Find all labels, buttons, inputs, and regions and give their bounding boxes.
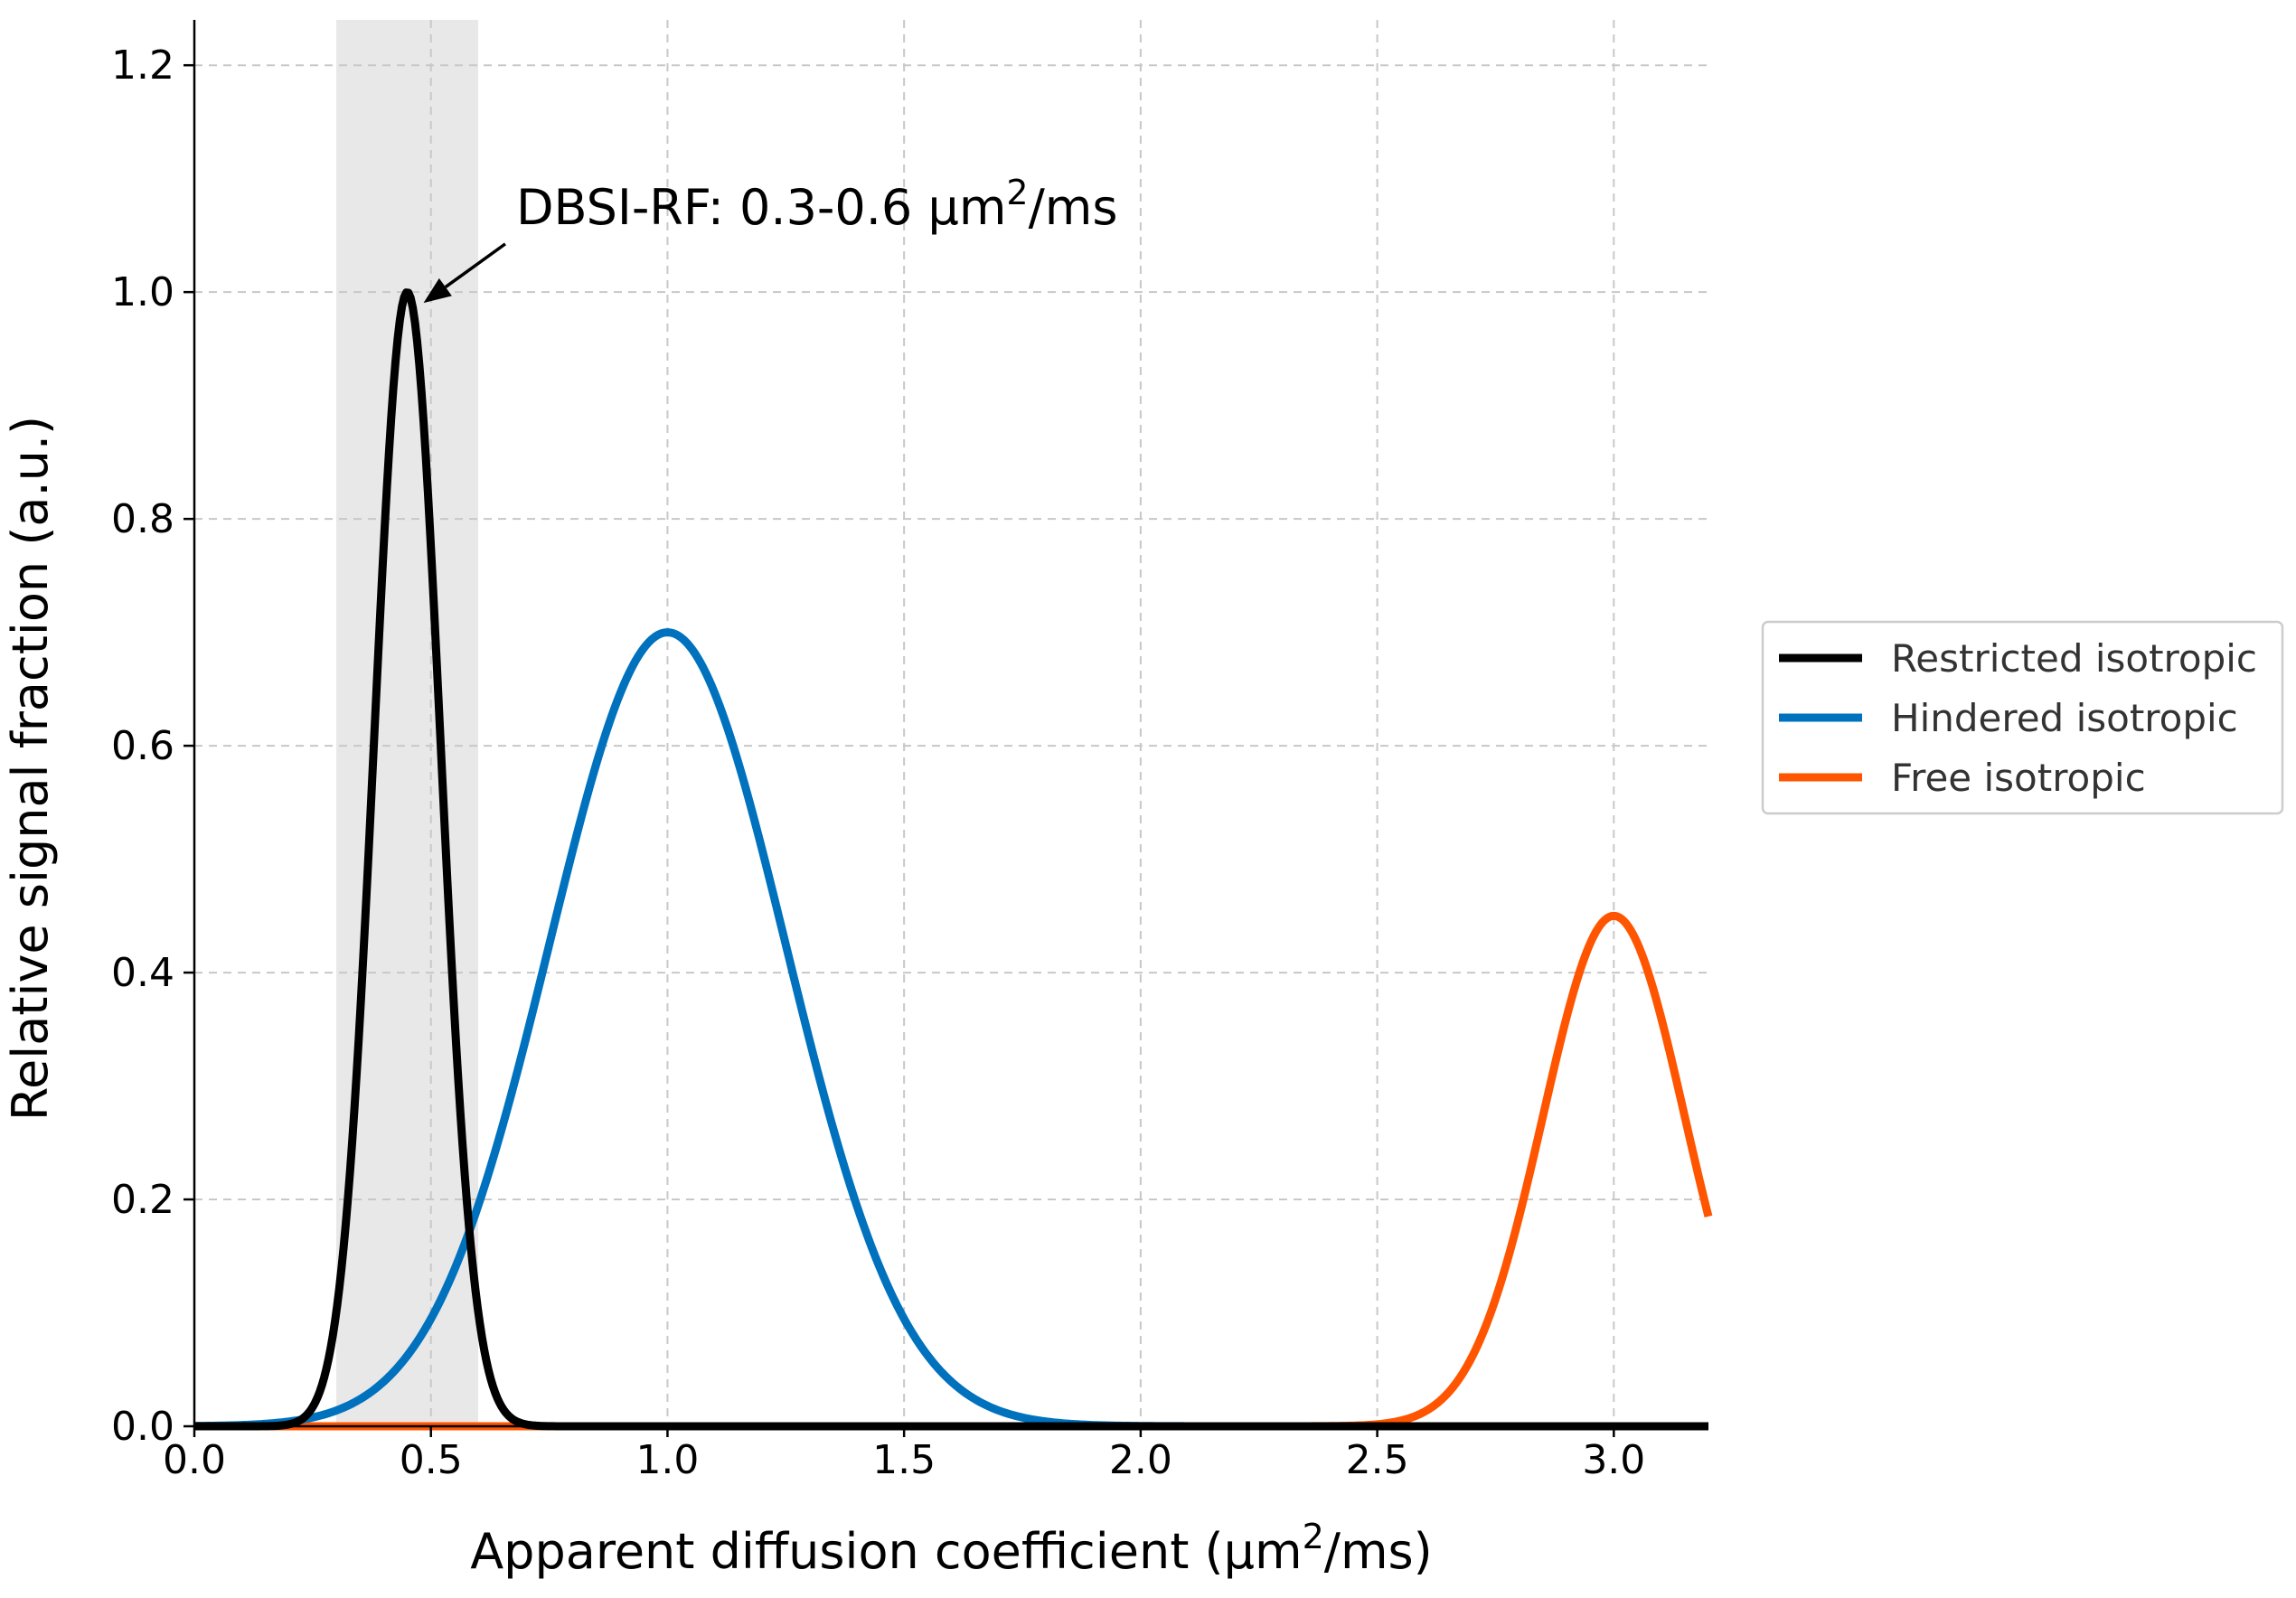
legend: Restricted isotropic Hindered isotropic Fr… bbox=[1761, 620, 2284, 815]
x-tick-label: 1.0 bbox=[635, 1437, 699, 1483]
x-axis-label-sup: 2 bbox=[1303, 1517, 1324, 1556]
legend-label-free-isotropic: Free isotropic bbox=[1891, 756, 2146, 800]
annotation-arrow-head bbox=[423, 277, 452, 304]
y-tick-label: 0.8 bbox=[111, 496, 174, 542]
legend-box bbox=[1761, 620, 2284, 815]
x-axis-label: Apparent diffusion coefficient (µm2/ms) bbox=[470, 1517, 1433, 1580]
x-axis-label-prefix: Apparent diffusion coefficient (µm bbox=[470, 1523, 1302, 1580]
legend-items: Restricted isotropic Hindered isotropic Fr… bbox=[1779, 636, 2257, 800]
x-tick-label: 2.5 bbox=[1346, 1437, 1409, 1483]
x-tick-label: 3.0 bbox=[1582, 1437, 1645, 1483]
annotation-text: DBSI-RF: 0.3-0.6 µm2/ms bbox=[516, 173, 1118, 236]
x-axis-label-suffix: /ms) bbox=[1324, 1523, 1433, 1580]
annotation-text-prefix: DBSI-RF: 0.3-0.6 µm bbox=[516, 179, 1006, 236]
y-tick-label: 0.2 bbox=[111, 1177, 174, 1223]
y-axis-label: Relative signal fraction (a.u.) bbox=[2, 416, 59, 1121]
legend-label-hindered-isotropic: Hindered isotropic bbox=[1891, 696, 2238, 740]
x-tick-label: 1.5 bbox=[872, 1437, 936, 1483]
y-tick-label: 1.0 bbox=[111, 269, 174, 315]
x-tick-label: 2.0 bbox=[1109, 1437, 1172, 1483]
y-tick-label: 1.2 bbox=[111, 42, 174, 89]
grid bbox=[194, 20, 1708, 1426]
annotation-text-suffix: /ms bbox=[1029, 179, 1118, 236]
legend-label-restricted-isotropic: Restricted isotropic bbox=[1891, 636, 2257, 681]
y-tick-label: 0.6 bbox=[111, 723, 174, 769]
x-ticks: 0.0 0.5 1.0 1.5 2.0 2.5 3.0 bbox=[163, 1426, 1645, 1483]
y-ticks: 0.0 0.2 0.4 0.6 0.8 1.0 1.2 bbox=[111, 42, 194, 1450]
x-tick-label: 0.5 bbox=[400, 1437, 463, 1483]
annotation-text-sup: 2 bbox=[1006, 173, 1028, 212]
dbsi-rf-shaded-region bbox=[336, 20, 479, 1426]
annotation-arrow bbox=[444, 242, 506, 289]
y-tick-label: 0.4 bbox=[111, 950, 174, 996]
annotation: DBSI-RF: 0.3-0.6 µm2/ms bbox=[423, 173, 1118, 304]
y-tick-label: 0.0 bbox=[111, 1404, 174, 1450]
x-tick-label: 0.0 bbox=[163, 1437, 226, 1483]
